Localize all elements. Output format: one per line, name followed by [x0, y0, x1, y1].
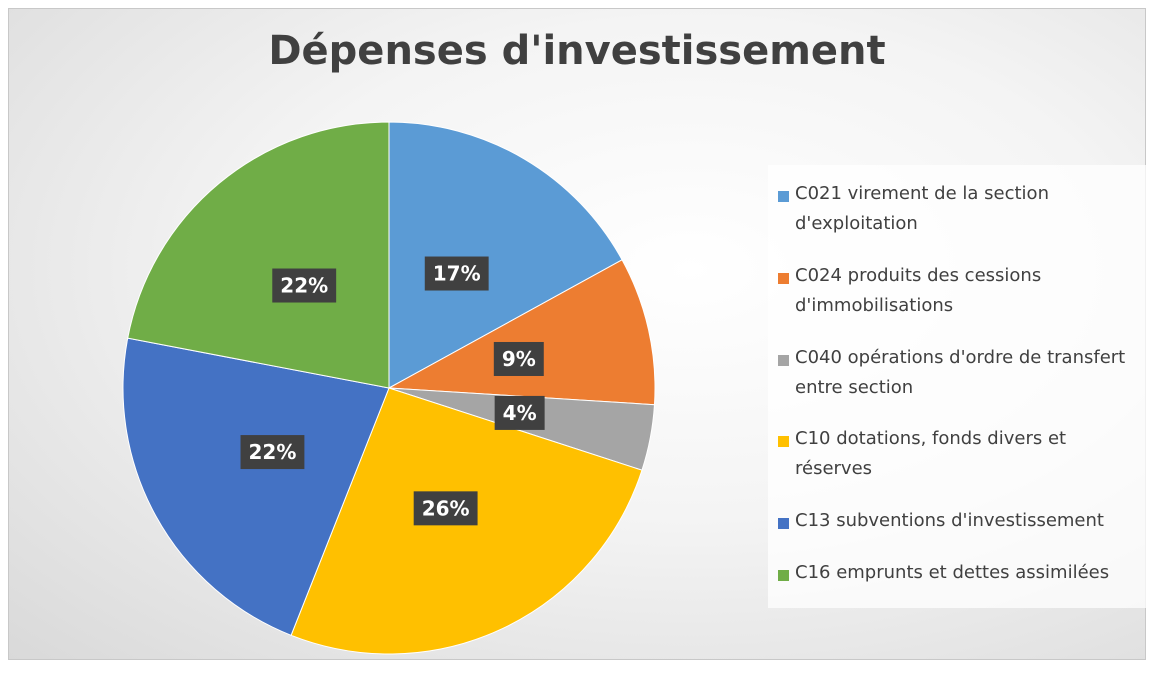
chart-title: Dépenses d'investissement: [268, 28, 885, 74]
legend-swatch: [778, 272, 789, 284]
legend-item: C10 dotations, fonds divers et réserves: [768, 428, 1148, 484]
legend-label: C021 virement de la section d'exploitati…: [795, 182, 1049, 234]
data-label-box: [424, 256, 489, 291]
legend-item: C13 subventions d'investissement: [768, 510, 1148, 536]
legend-label: C10 dotations, fonds divers et réserves: [795, 428, 1067, 480]
legend-item: C040 opérations d'ordre de transfert ent…: [768, 347, 1148, 403]
legend-label: C024 produits des cessions d'immobilisat…: [795, 264, 1042, 316]
data-label-box: [413, 491, 478, 526]
legend-item: C16 emprunts et dettes assimilées: [768, 562, 1148, 588]
data-label-box: [272, 268, 337, 303]
pie-slice: [127, 121, 390, 389]
pie-slice: [122, 337, 390, 636]
data-label: 22%: [249, 440, 297, 464]
data-label: 26%: [422, 496, 470, 520]
pie-slice: [388, 121, 623, 389]
pie-slice: [387, 259, 656, 406]
data-label: 22%: [280, 274, 328, 298]
data-label: 17%: [433, 262, 481, 286]
data-label-box: [240, 435, 305, 470]
data-label-box: [493, 341, 544, 376]
data-label: 4%: [503, 401, 537, 425]
legend-swatch: [778, 190, 789, 202]
legend-label: C040 opérations d'ordre de transfert ent…: [795, 346, 1126, 398]
legend-label: C16 emprunts et dettes assimilées: [795, 562, 1110, 584]
data-label-box: [494, 395, 545, 430]
legend-swatch: [778, 354, 789, 366]
legend-item: C024 produits des cessions d'immobilisat…: [768, 265, 1148, 321]
data-label: 9%: [502, 347, 536, 371]
legend-label: C13 subventions d'investissement: [795, 510, 1104, 532]
legend-swatch: [778, 518, 789, 530]
legend-swatch: [778, 436, 789, 448]
legend-item: C021 virement de la section d'exploitati…: [768, 183, 1148, 239]
legend: C021 virement de la section d'exploitati…: [768, 165, 1148, 608]
legend-swatch: [778, 570, 789, 582]
